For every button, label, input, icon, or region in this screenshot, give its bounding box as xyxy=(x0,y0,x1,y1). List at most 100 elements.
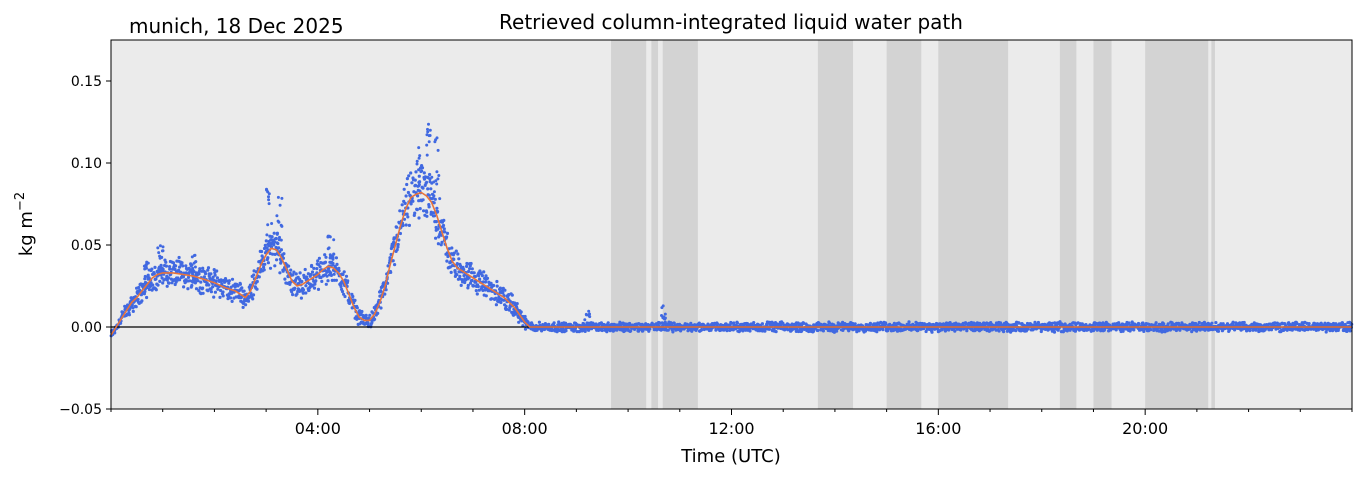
lwp-point xyxy=(146,273,150,277)
lwp-point xyxy=(227,279,231,283)
lwp-point xyxy=(236,284,240,288)
lwp-spike-point xyxy=(417,180,421,184)
lwp-point xyxy=(344,274,349,278)
lwp-point xyxy=(255,287,259,291)
lwp-point xyxy=(417,174,421,178)
lwp-point xyxy=(206,268,210,272)
lwp-point xyxy=(690,329,694,333)
lwp-point xyxy=(199,280,203,284)
lwp-point xyxy=(184,271,188,275)
lwp-spike-point xyxy=(190,263,194,267)
lwp-point xyxy=(816,328,820,333)
lwp-point xyxy=(143,277,147,281)
lwp-point xyxy=(397,238,401,242)
flag-band-7 xyxy=(1093,40,1112,409)
lwp-spike-point xyxy=(435,136,439,140)
lwp-point xyxy=(409,202,413,206)
lwp-point xyxy=(272,240,277,244)
lwp-point xyxy=(474,280,478,284)
lwp-point xyxy=(404,223,408,227)
lwp-point xyxy=(422,209,426,213)
lwp-point xyxy=(452,251,456,255)
lwp-point xyxy=(495,279,499,284)
lwp-point xyxy=(1121,329,1125,333)
lwp-point xyxy=(206,266,211,270)
lwp-point xyxy=(1014,329,1018,333)
lwp-point xyxy=(457,257,461,261)
lwp-point xyxy=(459,283,463,287)
lwp-spike-point xyxy=(147,268,151,272)
lwp-point xyxy=(268,266,273,270)
lwp-point xyxy=(264,239,268,243)
lwp-point xyxy=(230,291,234,295)
lwp-point xyxy=(282,252,286,256)
lwp-spike-point xyxy=(660,314,663,317)
lwp-spike-point xyxy=(427,122,430,126)
lwp-point xyxy=(154,288,158,292)
lwp-point xyxy=(230,277,235,281)
lwp-point xyxy=(216,287,220,291)
lwp-point xyxy=(177,255,181,260)
chart-title: Retrieved column-integrated liquid water… xyxy=(499,10,963,34)
lwp-point xyxy=(851,321,855,326)
lwp-point xyxy=(1273,321,1277,325)
lwp-point xyxy=(405,212,409,216)
flag-band-1 xyxy=(651,40,659,409)
lwp-point xyxy=(403,201,407,205)
lwp-point xyxy=(483,280,488,284)
lwp-point xyxy=(255,279,259,284)
lwp-point xyxy=(379,289,383,293)
lwp-point xyxy=(269,238,273,242)
lwp-point xyxy=(152,272,156,276)
lwp-point xyxy=(301,288,306,292)
lwp-point xyxy=(1334,322,1338,326)
lwp-point xyxy=(402,187,406,191)
lwp-point xyxy=(291,293,295,297)
lwp-point xyxy=(164,264,168,268)
lwp-point xyxy=(339,284,343,289)
lwp-point xyxy=(334,256,338,260)
lwp-point xyxy=(1065,329,1069,333)
lwp-point xyxy=(297,289,302,293)
lwp-point xyxy=(1137,322,1141,326)
lwp-spike-point xyxy=(417,156,421,160)
lwp-point xyxy=(729,321,733,325)
lwp-point xyxy=(1242,320,1246,325)
lwp-point xyxy=(127,313,131,317)
lwp-point xyxy=(494,296,498,300)
lwp-spike-point xyxy=(275,232,279,236)
lwp-point xyxy=(164,260,168,264)
lwp-point xyxy=(407,223,411,227)
lwp-point xyxy=(959,328,963,332)
lwp-spike-point xyxy=(143,274,147,278)
lwp-spike-point xyxy=(418,189,422,193)
lwp-point xyxy=(404,194,408,198)
lwp-point xyxy=(413,211,417,215)
lwp-point xyxy=(168,265,172,269)
lwp-point xyxy=(167,276,171,280)
lwp-point xyxy=(437,235,441,239)
lwp-point xyxy=(153,265,157,269)
lwp-point xyxy=(233,285,237,289)
lwp-point xyxy=(252,273,256,277)
lwp-point xyxy=(368,313,372,317)
lwp-point xyxy=(370,320,374,325)
flag-band-6 xyxy=(1059,40,1077,409)
lwp-point xyxy=(821,329,826,333)
lwp-point xyxy=(301,291,305,295)
lwp-point xyxy=(312,266,316,270)
lwp-point xyxy=(202,275,206,279)
lwp-point xyxy=(178,265,182,269)
lwp-point xyxy=(477,274,481,278)
lwp-spike-point xyxy=(276,195,280,199)
lwp-point xyxy=(186,275,191,279)
lwp-spike-point xyxy=(270,222,274,225)
lwp-point xyxy=(526,320,530,324)
lwp-point xyxy=(215,276,219,280)
lwp-spike-point xyxy=(326,247,330,251)
lwp-point xyxy=(292,270,296,274)
lwp-point xyxy=(279,248,283,252)
lwp-point xyxy=(203,272,208,276)
lwp-point xyxy=(465,264,469,268)
lwp-point xyxy=(1195,329,1199,333)
